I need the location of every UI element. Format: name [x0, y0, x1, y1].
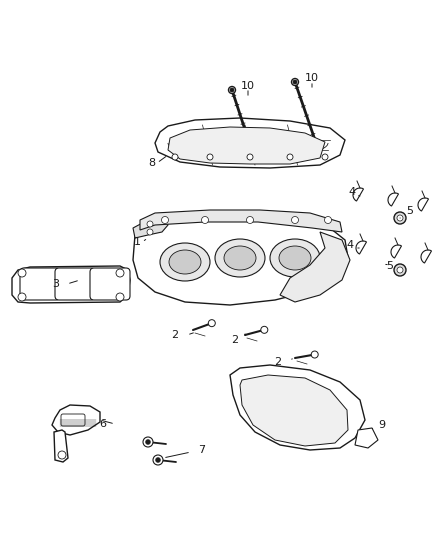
Text: 2: 2 — [231, 335, 239, 345]
Circle shape — [397, 267, 403, 273]
Polygon shape — [54, 430, 68, 462]
Circle shape — [208, 320, 215, 327]
Text: 4: 4 — [349, 187, 356, 197]
Text: 5: 5 — [386, 261, 393, 271]
Circle shape — [147, 229, 153, 235]
Circle shape — [116, 269, 124, 277]
Circle shape — [172, 154, 178, 160]
Text: 10: 10 — [241, 81, 255, 91]
Text: 1: 1 — [134, 237, 141, 247]
Text: 6: 6 — [99, 419, 106, 429]
Circle shape — [261, 326, 268, 333]
Circle shape — [325, 216, 332, 223]
Polygon shape — [155, 118, 345, 168]
Circle shape — [292, 78, 299, 85]
Text: 8: 8 — [148, 158, 155, 168]
Ellipse shape — [160, 243, 210, 281]
Circle shape — [116, 293, 124, 301]
Polygon shape — [280, 232, 350, 302]
Circle shape — [145, 440, 151, 445]
Circle shape — [143, 437, 153, 447]
Circle shape — [287, 154, 293, 160]
Circle shape — [394, 212, 406, 224]
Circle shape — [397, 215, 403, 221]
Circle shape — [18, 293, 26, 301]
Text: 5: 5 — [406, 206, 413, 216]
Ellipse shape — [224, 246, 256, 270]
Text: 7: 7 — [198, 445, 205, 455]
Ellipse shape — [169, 250, 201, 274]
Circle shape — [153, 455, 163, 465]
Text: 10: 10 — [305, 73, 319, 83]
Polygon shape — [140, 210, 342, 232]
Polygon shape — [133, 214, 348, 305]
Circle shape — [292, 216, 299, 223]
FancyBboxPatch shape — [61, 414, 85, 426]
Circle shape — [229, 86, 236, 93]
Circle shape — [147, 221, 153, 227]
Ellipse shape — [279, 246, 311, 270]
Polygon shape — [230, 365, 365, 450]
Circle shape — [58, 451, 66, 459]
Polygon shape — [355, 428, 378, 448]
Circle shape — [293, 80, 297, 84]
Circle shape — [155, 457, 160, 463]
Circle shape — [207, 154, 213, 160]
Text: 9: 9 — [378, 420, 385, 430]
Circle shape — [394, 264, 406, 276]
Ellipse shape — [270, 239, 320, 277]
Text: 3: 3 — [53, 279, 60, 289]
Circle shape — [311, 351, 318, 358]
Polygon shape — [240, 375, 348, 446]
Polygon shape — [133, 218, 168, 238]
Ellipse shape — [215, 239, 265, 277]
Circle shape — [247, 216, 254, 223]
Polygon shape — [168, 127, 325, 164]
Circle shape — [230, 88, 234, 92]
Polygon shape — [52, 405, 100, 435]
Text: 2: 2 — [171, 330, 179, 340]
Circle shape — [201, 216, 208, 223]
Text: 2: 2 — [275, 357, 282, 367]
Polygon shape — [12, 266, 130, 303]
Text: 4: 4 — [346, 240, 353, 250]
FancyBboxPatch shape — [55, 268, 95, 300]
FancyBboxPatch shape — [20, 268, 60, 300]
Circle shape — [322, 154, 328, 160]
Circle shape — [162, 216, 169, 223]
Circle shape — [247, 154, 253, 160]
Circle shape — [18, 269, 26, 277]
FancyBboxPatch shape — [90, 268, 130, 300]
